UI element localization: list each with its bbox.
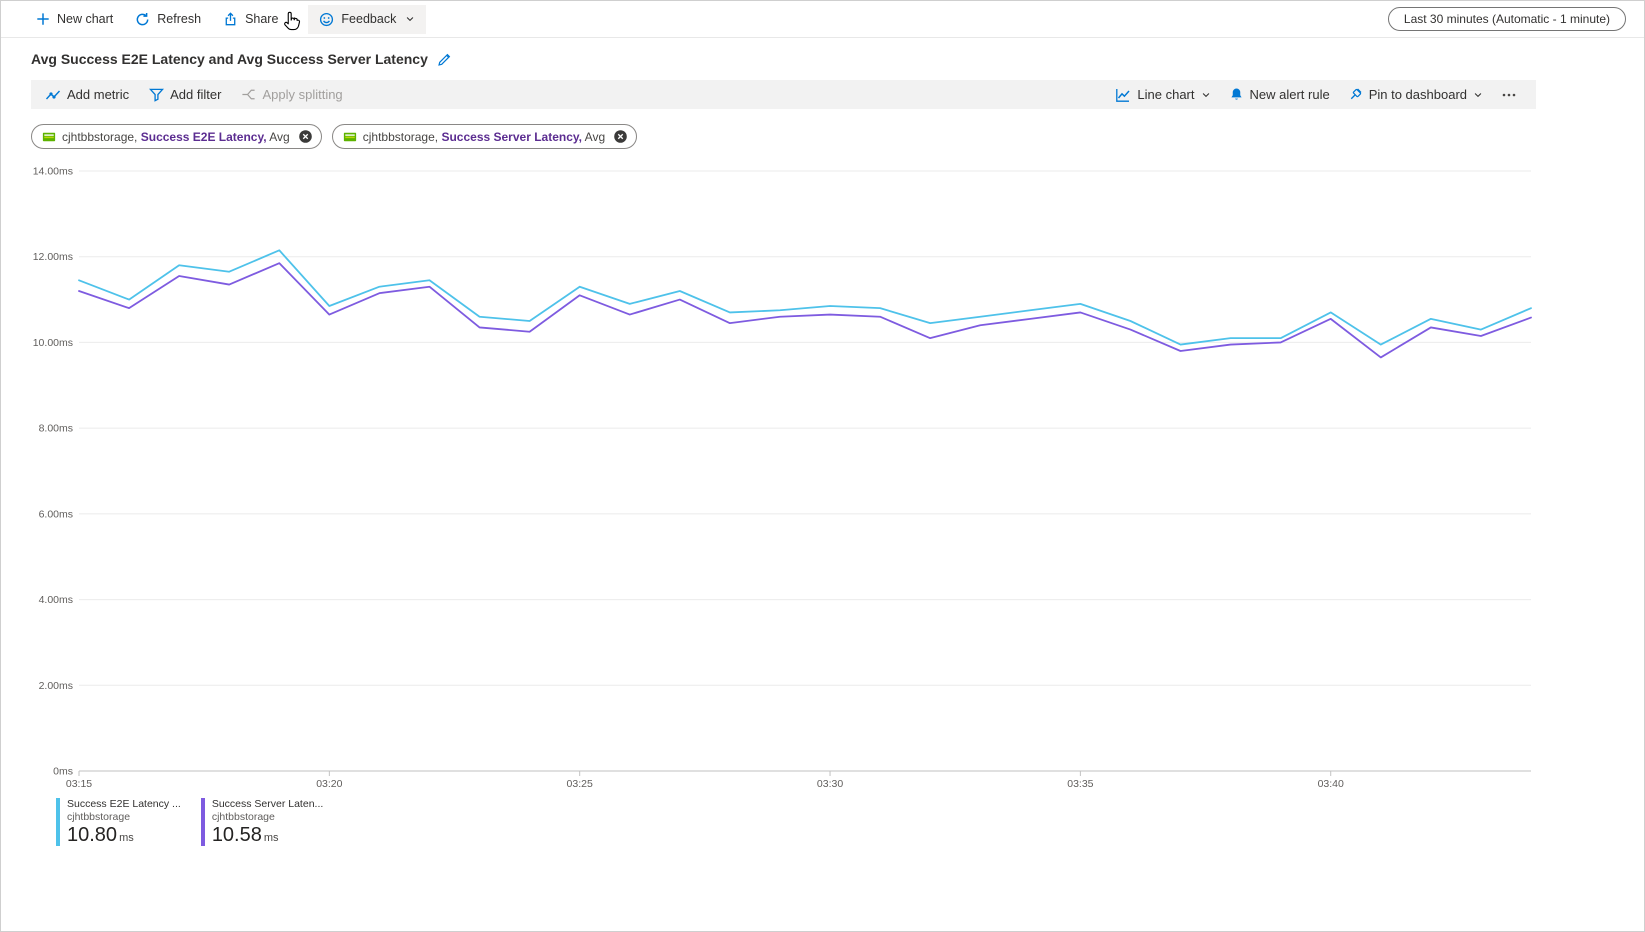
legend-text: Success Server Laten... cjhtbbstorage 10…	[212, 798, 323, 847]
close-icon	[298, 130, 312, 143]
pin-icon	[1350, 88, 1362, 100]
svg-text:03:20: 03:20	[316, 778, 342, 790]
svg-text:03:25: 03:25	[567, 778, 593, 790]
svg-text:12.00ms: 12.00ms	[33, 251, 73, 263]
share-icon	[225, 11, 236, 25]
new-alert-rule-label: New alert rule	[1249, 87, 1330, 102]
legend-value: 10.58	[211, 824, 262, 846]
legend-resource-name: cjhtbbstorage	[211, 811, 275, 823]
svg-text:14.00ms: 14.00ms	[33, 166, 73, 178]
pin-to-dashboard-button[interactable]: Pin to dashboard	[1339, 82, 1492, 107]
chip-aggregation: Avg	[584, 129, 606, 144]
refresh-button[interactable]: Refresh	[124, 5, 212, 34]
legend-item-server-latency[interactable]: Success Server Laten... cjhtbbstorage 10…	[200, 798, 323, 847]
legend-resource-name: cjhtbbstorage	[67, 811, 131, 823]
close-icon	[614, 130, 627, 143]
alert-bell-icon	[1230, 88, 1242, 100]
top-toolbar: New chart Refresh Share Feedback Last 30…	[1, 1, 1644, 38]
new-alert-rule-button[interactable]: New alert rule	[1220, 82, 1339, 107]
chip-resource: cjhtbbstorage,	[362, 129, 439, 144]
time-range-button[interactable]: Last 30 minutes (Automatic - 1 minute)	[1387, 7, 1626, 31]
page-title: Avg Success E2E Latency and Avg Success …	[31, 51, 428, 67]
svg-text:6.00ms: 6.00ms	[39, 508, 73, 520]
legend-color-bar	[56, 798, 60, 846]
chart-type-label: Line chart	[1137, 87, 1195, 102]
legend-text: Success E2E Latency ... cjhtbbstorage 10…	[67, 798, 181, 847]
svg-text:03:40: 03:40	[1318, 778, 1344, 790]
chevron-down-icon	[1474, 92, 1482, 97]
toolbar-left-group: New chart Refresh Share Feedback	[25, 4, 427, 34]
chip-metric: Success Server Latency,	[441, 129, 582, 144]
share-button[interactable]: Share	[212, 5, 308, 34]
add-filter-icon	[149, 88, 165, 102]
legend-unit: ms	[263, 832, 279, 844]
more-options-icon	[1502, 93, 1516, 96]
more-options-button[interactable]	[1492, 83, 1526, 107]
svg-text:4.00ms: 4.00ms	[39, 594, 73, 606]
legend-item-e2e-latency[interactable]: Success E2E Latency ... cjhtbbstorage 10…	[56, 798, 181, 847]
title-row: Avg Success E2E Latency and Avg Success …	[1, 38, 1644, 67]
apply-splitting-icon	[242, 89, 256, 100]
chart-toolbar: Add metric Add filter Apply splitting Li…	[31, 80, 1536, 109]
metric-chips-row: cjhtbbstorage, Success E2E Latency, Avg …	[31, 124, 1644, 149]
add-metric-button[interactable]: Add metric	[35, 82, 139, 108]
chart-type-button[interactable]: Line chart	[1106, 82, 1219, 108]
add-metric-icon	[45, 90, 61, 99]
storage-account-icon	[42, 132, 56, 141]
chip-aggregation: Avg	[269, 129, 290, 144]
svg-text:10.00ms: 10.00ms	[33, 337, 73, 349]
legend-value-row: 10.80 ms	[67, 824, 181, 847]
metric-chip-server-latency[interactable]: cjhtbbstorage, Success Server Latency, A…	[331, 124, 638, 149]
chart-legend: Success E2E Latency ... cjhtbbstorage 10…	[56, 798, 1644, 847]
chart-toolbar-left: Add metric Add filter Apply splitting	[35, 82, 353, 108]
svg-text:03:35: 03:35	[1067, 778, 1093, 790]
chevron-down-icon	[1202, 92, 1209, 97]
chevron-down-icon	[289, 17, 296, 22]
plus-icon	[37, 13, 49, 25]
chip-text: cjhtbbstorage, Success E2E Latency, Avg	[62, 130, 290, 144]
refresh-icon	[136, 12, 149, 25]
svg-text:03:15: 03:15	[66, 778, 92, 790]
legend-color-bar	[200, 798, 205, 846]
feedback-label: Feedback	[341, 12, 397, 26]
legend-metric-name: Success E2E Latency ...	[67, 798, 181, 810]
chip-metric: Success E2E Latency,	[140, 129, 267, 144]
chart-toolbar-right: Line chart New alert rule Pin to dashboa…	[1106, 82, 1526, 108]
chart-area: 0ms 2.00ms 4.00ms 6.00ms 8.00ms 10.00ms 12.00m…	[1, 156, 1644, 796]
legend-metric-name: Success Server Laten...	[211, 798, 324, 810]
latency-line-chart[interactable]: 0ms 2.00ms 4.00ms 6.00ms 8.00ms 10.00ms 12.00m…	[1, 156, 1541, 796]
feedback-smiley-icon	[320, 12, 334, 26]
svg-text:0ms: 0ms	[53, 766, 73, 778]
svg-text:03:30: 03:30	[817, 778, 843, 790]
chip-text: cjhtbbstorage, Success Server Latency, A…	[363, 130, 605, 144]
add-filter-button[interactable]: Add filter	[139, 82, 231, 107]
chip-resource: cjhtbbstorage,	[62, 129, 138, 144]
add-metric-label: Add metric	[67, 87, 130, 102]
legend-unit: ms	[119, 832, 134, 844]
new-chart-button[interactable]: New chart	[25, 5, 124, 33]
refresh-label: Refresh	[157, 12, 202, 26]
metric-chip-e2e-latency[interactable]: cjhtbbstorage, Success E2E Latency, Avg	[31, 124, 322, 149]
remove-metric-button[interactable]	[298, 129, 313, 144]
edit-pencil-icon	[438, 53, 451, 66]
legend-value-row: 10.58 ms	[212, 824, 323, 847]
apply-splitting-label: Apply splitting	[262, 87, 343, 102]
edit-title-button[interactable]	[437, 52, 452, 67]
feedback-button[interactable]: Feedback	[308, 4, 427, 34]
pin-to-dashboard-label: Pin to dashboard	[1368, 87, 1467, 102]
legend-value: 10.80	[67, 824, 118, 846]
add-filter-label: Add filter	[170, 87, 222, 102]
storage-account-icon	[343, 132, 356, 141]
line-chart-icon	[1116, 88, 1130, 102]
new-chart-label: New chart	[57, 12, 114, 26]
svg-text:8.00ms: 8.00ms	[39, 423, 73, 435]
apply-splitting-button: Apply splitting	[231, 82, 352, 107]
chevron-down-icon	[407, 17, 414, 22]
svg-text:2.00ms: 2.00ms	[39, 680, 73, 692]
share-label: Share	[245, 12, 279, 26]
remove-metric-button[interactable]	[613, 129, 628, 144]
